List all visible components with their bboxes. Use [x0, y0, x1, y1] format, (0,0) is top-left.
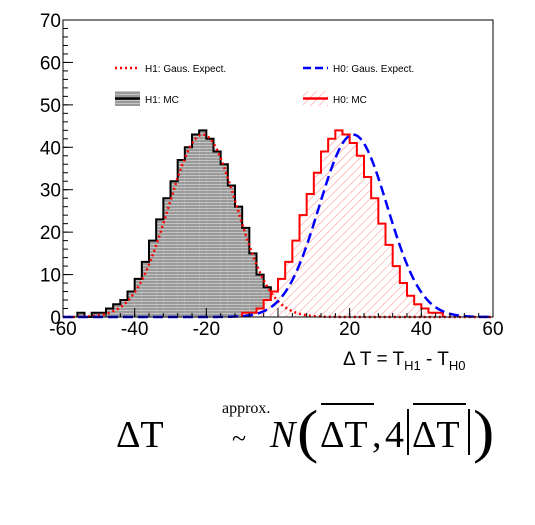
histogram-bin [91, 312, 99, 317]
x-tick-label: 40 [411, 319, 432, 340]
histogram-bin [227, 185, 235, 317]
histogram-bin [321, 151, 329, 317]
histogram-bin [435, 312, 443, 317]
histogram-bin [407, 295, 415, 317]
histogram-layer [76, 129, 444, 318]
histogram-bin [299, 215, 307, 317]
y-tick-label: 60 [40, 53, 61, 74]
x-tick-label: 0 [273, 319, 284, 340]
legend-label-h1-mc: H1: MC [145, 95, 179, 106]
histogram-bin [285, 261, 293, 317]
legend-entry-h0-gaus: H0: Gaus. Expect. [303, 64, 414, 75]
histogram-bin [184, 147, 192, 317]
formula-right-paren: ) [473, 400, 494, 465]
histogram-bin [414, 304, 422, 317]
histogram-bin [192, 134, 200, 317]
formula-tilde: ~ [232, 424, 246, 453]
y-tick-label: 40 [40, 138, 61, 159]
x-tick-label: 60 [482, 319, 503, 340]
y-tick-label: 70 [40, 11, 61, 32]
legend-label-h1-gaus: H1: Gaus. Expect. [145, 64, 226, 75]
x-tick-label: 20 [339, 319, 360, 340]
histogram-bin [256, 274, 264, 317]
y-tick-label: 20 [40, 223, 61, 244]
histogram-bin [263, 300, 271, 317]
histogram-bin [249, 253, 257, 317]
histogram-bin [421, 308, 429, 317]
histogram-bin [349, 143, 357, 317]
histogram-bin [335, 130, 343, 317]
formula-arg1: ΔT [320, 414, 368, 456]
histogram-bin [371, 198, 379, 317]
histogram-plot: -60 -40 -20 0 20 40 60 0 10 20 30 40 50 60 70 H1: Gaus… [40, 11, 504, 373]
histogram-bin [120, 300, 128, 317]
x-axis-label: Δ T = TH1 - TH0 [343, 349, 466, 373]
histogram-bin [242, 227, 250, 317]
legend: H1: Gaus. Expect. H0: Gaus. Expect. H1: … [115, 64, 414, 106]
histogram-bin [98, 312, 106, 317]
histogram-bin [306, 193, 314, 317]
histogram-outline [241, 129, 444, 317]
histogram-bin [235, 206, 243, 317]
approximation-formula: approx. ΔT ~ N ( ΔT , 4 ΔT ) [116, 400, 494, 465]
histogram-bin [156, 219, 164, 317]
histogram-bin [206, 138, 214, 317]
h0-gaussian-curve [63, 133, 494, 319]
histogram-bin [313, 172, 321, 317]
histogram-bin [127, 291, 135, 317]
curve-layer [62, 133, 494, 319]
y-tick-label: 50 [40, 96, 61, 117]
histogram-bin [378, 223, 386, 317]
legend-entry-h1-gaus: H1: Gaus. Expect. [115, 64, 226, 75]
legend-entry-h1-mc: H1: MC [115, 91, 179, 106]
series-h1-mc [76, 129, 301, 318]
formula-normal-n: N [269, 414, 298, 456]
histogram-bin [77, 312, 85, 317]
histogram-bin [392, 266, 400, 317]
x-tick-label: -60 [49, 319, 76, 340]
plot-frame [62, 19, 494, 318]
legend-label-h0-gaus: H0: Gaus. Expect. [333, 64, 414, 75]
histogram-bin [292, 240, 300, 317]
histogram-bin [134, 278, 142, 317]
x-tick-label: -20 [193, 319, 220, 340]
series-h0-mc [241, 129, 444, 317]
histogram-bin [342, 134, 350, 317]
y-tick-label: 0 [50, 308, 61, 329]
histogram-outline [76, 129, 301, 318]
legend-entry-h0-mc: H0: MC [303, 91, 367, 106]
histogram-bin [113, 304, 121, 317]
histogram-bin [199, 130, 207, 317]
histogram-bin [356, 155, 364, 317]
formula-approx-label: approx. [222, 400, 270, 417]
histogram-bin [163, 198, 171, 317]
histogram-bin [428, 312, 436, 317]
histogram-bin [213, 151, 221, 317]
histogram-bin [177, 160, 185, 317]
histogram-bin [399, 283, 407, 317]
y-tick-label: 10 [40, 266, 61, 287]
histogram-bin [364, 176, 372, 317]
histogram-bin [328, 138, 336, 317]
formula-comma: , [372, 414, 382, 456]
y-tick-label: 30 [40, 181, 61, 202]
legend-label-h0-mc: H0: MC [333, 95, 367, 106]
histogram-bin [141, 261, 149, 317]
formula-arg2: ΔT [412, 414, 460, 456]
histogram-bin [385, 244, 393, 317]
histogram-bin [278, 278, 286, 317]
axes: -60 -40 -20 0 20 40 60 0 10 20 30 40 50 60 70 [40, 11, 504, 340]
formula-left-paren: ( [297, 400, 318, 465]
histogram-bin [220, 164, 228, 317]
histogram-bin [149, 240, 157, 317]
x-tick-label: -40 [121, 319, 148, 340]
formula-coef: 4 [385, 414, 404, 456]
formula-delta-t: ΔT [116, 414, 164, 456]
histogram-bin [170, 181, 178, 317]
plot-area [62, 19, 494, 319]
